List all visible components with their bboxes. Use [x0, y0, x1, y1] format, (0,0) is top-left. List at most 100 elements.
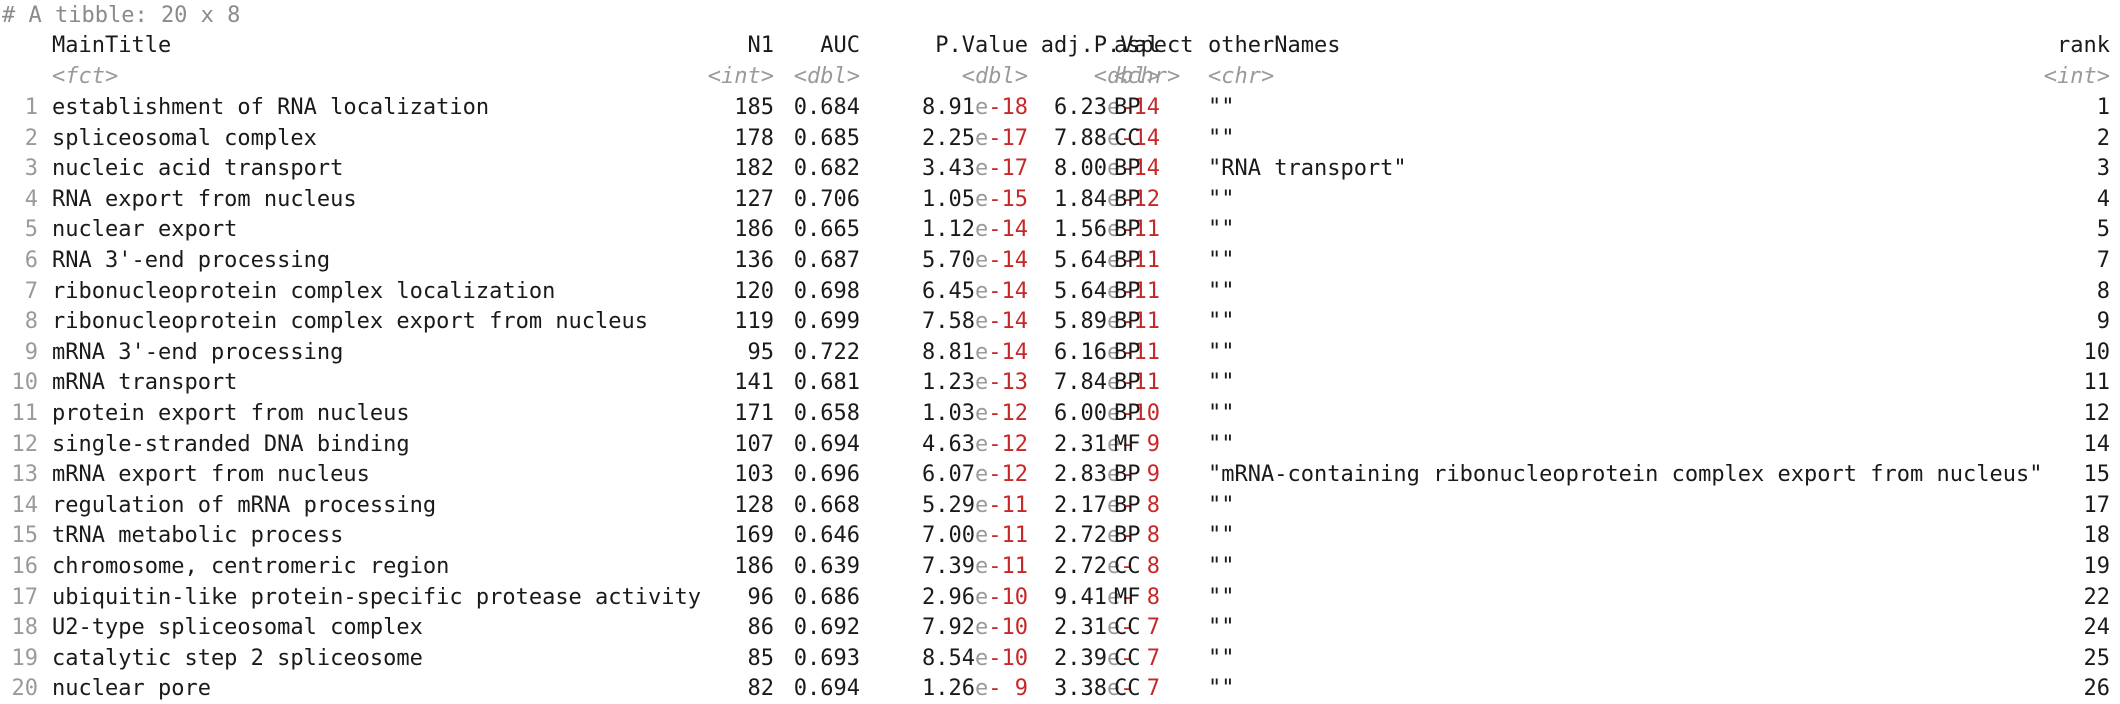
column-type-othernames: <chr>	[1208, 64, 1275, 89]
p-value-e-marker: e	[975, 462, 989, 488]
row-number: 12	[11, 431, 39, 457]
adj-p-val-mantissa: 6.23	[1054, 95, 1107, 120]
cell-adj-p-val: 6.00e-10	[1000, 399, 1160, 429]
p-value-exponent: -14	[988, 309, 1028, 335]
cell-p-value: 7.00e-11	[868, 521, 1028, 551]
cell-othernames: ""	[1208, 645, 1235, 671]
adj-p-val-exponent: - 7	[1120, 645, 1160, 671]
adj-p-val-e-marker: e	[1107, 156, 1121, 182]
cell-othernames: ""	[1208, 278, 1235, 304]
row-number: 16	[11, 554, 39, 579]
adj-p-val-exponent: - 9	[1120, 462, 1160, 488]
cell-rank: 5	[2096, 217, 2110, 243]
cell-p-value: 8.54e-10	[868, 644, 1028, 674]
p-value-mantissa: 2.96	[922, 584, 975, 610]
cell-adj-p-val: 8.00e-14	[1000, 154, 1160, 184]
column-header-n1: N1	[747, 33, 775, 58]
p-value-exponent: -12	[988, 401, 1028, 426]
adj-p-val-e-marker: e	[1107, 217, 1121, 243]
column-type-auc: <dbl>	[793, 64, 860, 89]
p-value-mantissa: 7.92	[922, 615, 975, 641]
cell-aspect: BP	[1114, 492, 1141, 518]
row-number: 6	[24, 248, 38, 273]
row-number: 3	[24, 156, 38, 182]
adj-p-val-mantissa: 6.00	[1054, 401, 1107, 426]
cell-rank: 3	[2096, 156, 2110, 182]
column-header-p-value: P.Value	[935, 33, 1028, 58]
cell-auc: 0.658	[793, 401, 860, 426]
p-value-exponent: - 9	[988, 676, 1028, 702]
p-value-exponent: -12	[988, 431, 1028, 457]
p-value-e-marker: e	[975, 645, 989, 671]
tibble-header: # A tibble: 20 x 8	[2, 3, 241, 28]
adj-p-val-exponent: -11	[1120, 278, 1160, 304]
adj-p-val-mantissa: 2.17	[1054, 492, 1107, 518]
cell-p-value: 7.58e-14	[868, 307, 1028, 337]
cell-auc: 0.684	[793, 95, 860, 120]
column-header-auc: AUC	[820, 33, 860, 58]
cell-maintitle: mRNA transport	[52, 370, 238, 396]
adj-p-val-mantissa: 5.64	[1054, 248, 1107, 273]
cell-aspect: MF	[1114, 431, 1141, 457]
adj-p-val-exponent: - 7	[1120, 615, 1160, 641]
row-number: 8	[24, 309, 38, 335]
p-value-exponent: -11	[988, 554, 1028, 579]
row-number: 15	[11, 523, 39, 549]
column-type-p-value: <dbl>	[961, 64, 1028, 89]
p-value-e-marker: e	[975, 584, 989, 610]
cell-othernames: ""	[1208, 370, 1235, 396]
adj-p-val-e-marker: e	[1107, 278, 1121, 304]
cell-othernames: ""	[1208, 125, 1235, 151]
cell-othernames: "mRNA-containing ribonucleoprotein compl…	[1208, 462, 2043, 488]
adj-p-val-e-marker: e	[1107, 492, 1121, 518]
cell-adj-p-val: 6.23e-14	[1000, 93, 1160, 123]
cell-n1: 185	[734, 95, 774, 120]
adj-p-val-e-marker: e	[1107, 615, 1121, 641]
p-value-mantissa: 8.54	[922, 645, 975, 671]
cell-auc: 0.696	[793, 462, 860, 488]
adj-p-val-e-marker: e	[1107, 125, 1121, 151]
cell-p-value: 3.43e-17	[868, 154, 1028, 184]
p-value-mantissa: 3.43	[922, 156, 975, 182]
cell-maintitle: ribonucleoprotein complex export from nu…	[52, 309, 649, 335]
cell-p-value: 5.29e-11	[868, 491, 1028, 521]
adj-p-val-mantissa: 1.84	[1054, 186, 1107, 212]
cell-n1: 82	[747, 676, 775, 702]
adj-p-val-e-marker: e	[1107, 339, 1121, 365]
column-type-maintitle: <fct>	[52, 64, 119, 89]
cell-adj-p-val: 5.64e-11	[1000, 246, 1160, 276]
row-number: 20	[11, 676, 39, 702]
cell-n1: 86	[747, 615, 775, 641]
column-type-adj-p-val: <dbl>	[1093, 64, 1160, 89]
adj-p-val-exponent: -14	[1120, 125, 1160, 151]
adj-p-val-mantissa: 2.72	[1054, 523, 1107, 549]
cell-adj-p-val: 6.16e-11	[1000, 338, 1160, 368]
adj-p-val-mantissa: 7.88	[1054, 125, 1107, 151]
cell-othernames: ""	[1208, 615, 1235, 641]
cell-adj-p-val: 3.38e- 7	[1000, 674, 1160, 704]
cell-rank: 9	[2096, 309, 2110, 335]
p-value-exponent: -18	[988, 95, 1028, 120]
p-value-e-marker: e	[975, 370, 989, 396]
column-header-maintitle: MainTitle	[52, 33, 172, 58]
cell-aspect: CC	[1114, 554, 1141, 579]
adj-p-val-exponent: -11	[1120, 217, 1160, 243]
row-number: 5	[24, 217, 38, 243]
cell-maintitle: establishment of RNA localization	[52, 95, 490, 120]
cell-p-value: 6.45e-14	[868, 277, 1028, 307]
cell-auc: 0.722	[793, 339, 860, 365]
cell-p-value: 1.23e-13	[868, 368, 1028, 398]
cell-rank: 26	[2083, 676, 2111, 702]
adj-p-val-exponent: - 8	[1120, 523, 1160, 549]
cell-aspect: BP	[1114, 339, 1141, 365]
cell-adj-p-val: 2.39e- 7	[1000, 644, 1160, 674]
p-value-exponent: -10	[988, 615, 1028, 641]
p-value-mantissa: 1.23	[922, 370, 975, 396]
cell-othernames: ""	[1208, 95, 1235, 120]
p-value-e-marker: e	[975, 186, 989, 212]
cell-n1: 186	[734, 554, 774, 579]
p-value-e-marker: e	[975, 615, 989, 641]
adj-p-val-mantissa: 3.38	[1054, 676, 1107, 702]
cell-othernames: ""	[1208, 186, 1235, 212]
cell-p-value: 1.12e-14	[868, 215, 1028, 245]
